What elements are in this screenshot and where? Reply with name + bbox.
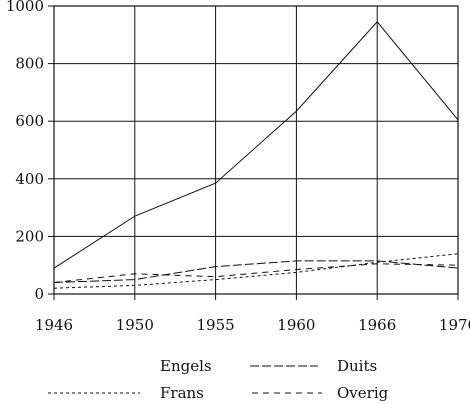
y-tick-label: 200 (15, 227, 44, 245)
x-tick-label: 1960 (277, 316, 315, 334)
plot-frame (53, 5, 459, 295)
x-tick-label: 1955 (197, 316, 235, 334)
y-tick-label: 600 (15, 112, 44, 130)
series-line-engels (53, 21, 459, 269)
series-lines (53, 21, 459, 289)
series-line-frans (53, 253, 459, 289)
grid (48, 5, 459, 300)
y-tick-label: 0 (34, 285, 44, 303)
legend-label-duits: Duits (337, 357, 377, 375)
legend-label-frans: Frans (160, 384, 204, 402)
y-tick-label: 800 (15, 55, 44, 73)
legend-label-overig: Overig (337, 384, 389, 402)
x-tick-label: 1946 (35, 316, 73, 334)
series-line-duits (53, 260, 459, 283)
x-tick-labels: 1946 1950 1955 1960 1966 1970 (35, 316, 470, 334)
y-tick-label: 400 (15, 170, 44, 188)
legend-label-engels: Engels (160, 357, 212, 375)
x-tick-label: 1970 (439, 316, 470, 334)
y-tick-labels: 0 200 400 600 800 1000 (6, 0, 44, 303)
x-tick-label: 1966 (358, 316, 396, 334)
y-tick-label: 1000 (6, 0, 44, 15)
x-tick-label: 1950 (116, 316, 154, 334)
series-line-overig (53, 263, 459, 283)
legend: Engels Duits Frans Overig (48, 357, 389, 402)
